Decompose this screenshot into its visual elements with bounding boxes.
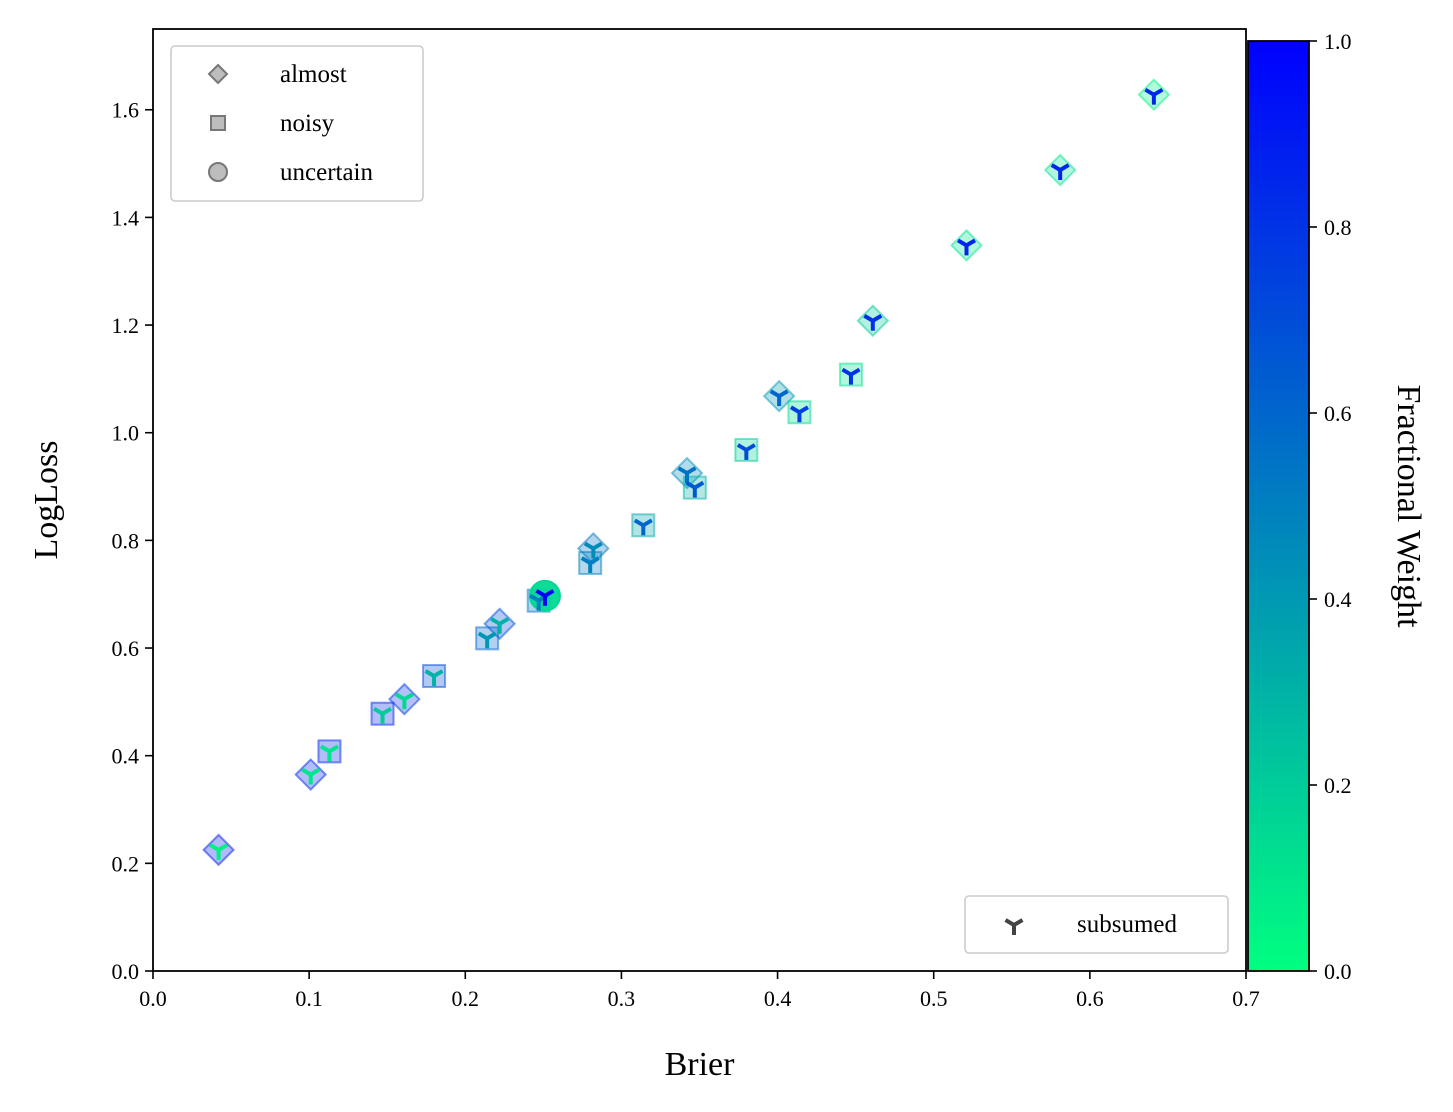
subsumed-point — [677, 466, 697, 484]
marker-legend-box — [170, 45, 424, 202]
colorbar-tick-label: 0.6 — [1324, 401, 1352, 426]
subsumed-point — [424, 669, 444, 687]
y-tick-label: 1.6 — [112, 98, 140, 123]
subsumed-legend-box — [964, 895, 1229, 954]
subsumed-point — [841, 367, 861, 385]
y-tick-label: 1.4 — [112, 205, 140, 230]
colorbar-tick-label: 0.8 — [1324, 215, 1352, 240]
x-axis-ticks: 0.0 0.1 0.2 0.3 0.4 0.5 0.6 0.7 — [139, 971, 1260, 1011]
subsumed-point — [736, 443, 756, 460]
subsumed-point — [394, 692, 414, 710]
colorbar-tick-label: 0.0 — [1324, 959, 1352, 984]
colorbar-tick-label: 1.0 — [1324, 29, 1352, 54]
x-tick-label: 0.5 — [920, 986, 948, 1011]
subsumed-point — [633, 518, 653, 536]
subsumed-marks — [209, 87, 1164, 860]
x-axis-label: Brier — [665, 1046, 736, 1083]
y-tick-label: 0.0 — [112, 959, 140, 984]
x-tick-label: 0.3 — [608, 986, 636, 1011]
subsumed-point — [535, 589, 555, 606]
subsumed-point — [301, 767, 321, 785]
subsumed-point — [956, 238, 977, 256]
y-tick-label: 0.6 — [112, 636, 140, 661]
y-tick-label: 0.8 — [112, 528, 140, 553]
x-tick-label: 0.2 — [452, 986, 480, 1011]
y-tick-label: 1.2 — [112, 313, 140, 338]
colorbar — [1247, 40, 1310, 972]
subsumed-point — [789, 405, 809, 423]
subsumed-point — [477, 631, 497, 649]
y-tick-label: 1.0 — [112, 421, 140, 446]
subsumed-point — [1144, 87, 1164, 105]
subsumed-point — [580, 556, 600, 573]
subsumed-point — [373, 706, 393, 724]
legend-label-uncertain: uncertain — [280, 159, 374, 186]
colorbar-label: Fractional Weight — [1390, 384, 1427, 628]
marker-legend: almost noisy uncertain — [170, 45, 424, 202]
subsumed-point — [863, 314, 883, 331]
subsumed-point — [1050, 163, 1070, 181]
colorbar-tick-label: 0.2 — [1324, 773, 1352, 798]
x-tick-label: 0.1 — [295, 986, 323, 1011]
colorbar-tick-label: 0.4 — [1324, 587, 1352, 612]
y-axis-ticks: 0.0 0.2 0.4 0.6 0.8 1.0 1.2 1.4 1.6 — [112, 98, 153, 984]
subsumed-point — [209, 843, 229, 860]
legend-label-noisy: noisy — [280, 110, 335, 137]
plot-frame — [152, 28, 1247, 972]
legend-circle-icon — [208, 162, 228, 182]
legend-diamond-icon — [207, 63, 229, 85]
y-tick-label: 0.2 — [112, 851, 140, 876]
legend-label-subsumed: subsumed — [1077, 911, 1178, 938]
legend-square-icon — [210, 115, 226, 131]
subsumed-point — [490, 617, 510, 634]
subsumed-point — [685, 480, 705, 498]
x-tick-label: 0.6 — [1076, 986, 1104, 1011]
x-tick-label: 0.7 — [1232, 986, 1260, 1011]
y-tick-label: 0.4 — [112, 744, 140, 769]
subsumed-point — [769, 389, 789, 407]
subsumed-legend: subsumed — [964, 895, 1229, 954]
x-tick-label: 0.4 — [764, 986, 792, 1011]
subsumed-point — [583, 541, 603, 559]
legend-label-almost: almost — [280, 61, 347, 88]
legend-subsumed-icon — [1004, 918, 1024, 935]
y-axis-label: LogLoss — [28, 441, 65, 560]
subsumed-point — [319, 744, 339, 762]
x-tick-label: 0.0 — [139, 986, 167, 1011]
colorbar-ticks: 0.0 0.2 0.4 0.6 0.8 1.0 — [1309, 29, 1352, 984]
